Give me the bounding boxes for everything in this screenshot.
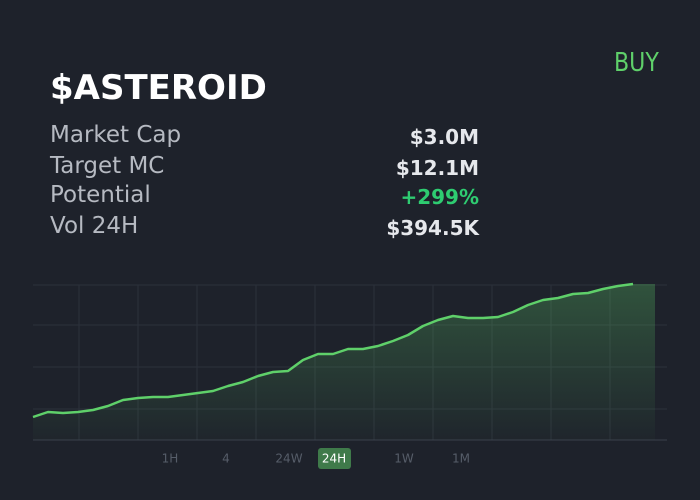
stat-value: +299%: [400, 185, 479, 209]
price-line: [32, 282, 634, 419]
timeframe-option[interactable]: 1W: [394, 452, 414, 466]
stat-label: Vol 24H: [50, 213, 139, 239]
stat-label: Potential: [50, 182, 151, 208]
area-fill: [33, 284, 655, 440]
timeframe-option[interactable]: 24W: [275, 452, 302, 466]
stat-value: $3.0M: [409, 125, 479, 149]
token-title: $ASTEROID: [50, 68, 267, 108]
timeframe-option[interactable]: 1M: [452, 452, 470, 466]
timeframe-option[interactable]: 1H: [162, 452, 179, 466]
stat-label: Target MC: [50, 153, 165, 179]
timeframe-active-bg: [318, 448, 351, 469]
stat-value: $12.1M: [395, 156, 479, 180]
timeframe-option[interactable]: 24H: [322, 452, 346, 466]
buy-button[interactable]: BUY: [614, 48, 659, 78]
stat-value: $394.5K: [386, 216, 479, 240]
timeframe-option[interactable]: 4: [222, 452, 230, 466]
stat-label: Market Cap: [50, 122, 182, 148]
